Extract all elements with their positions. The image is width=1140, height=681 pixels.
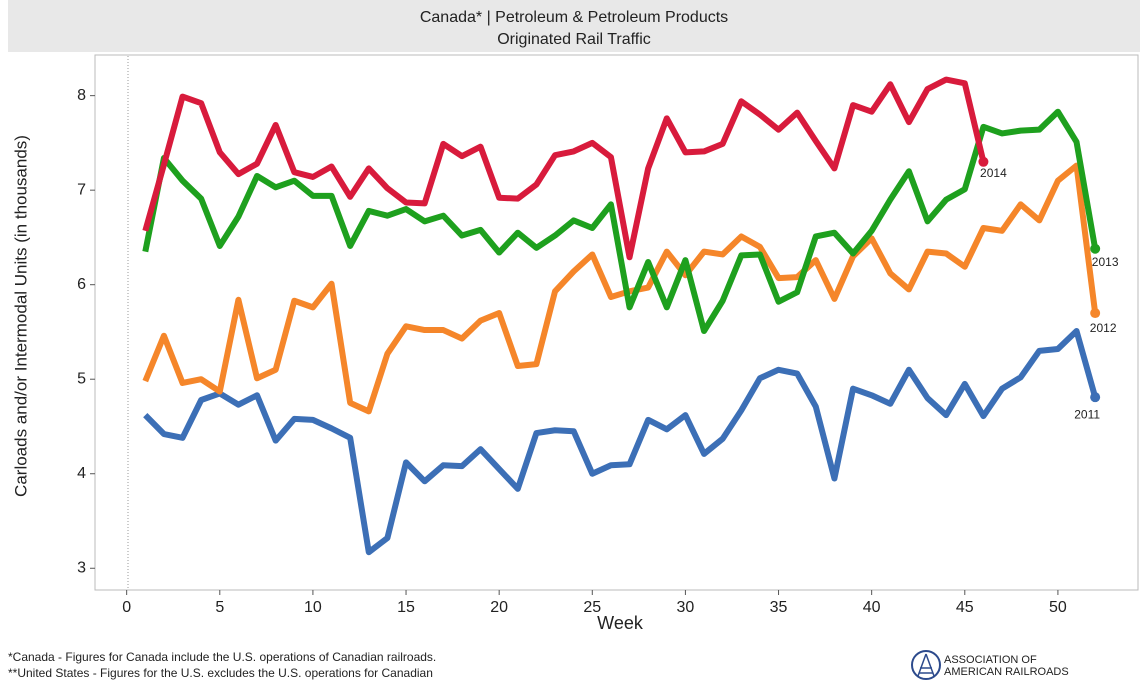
footnote: *Canada - Figures for Canada include the… [8, 650, 436, 664]
series-label: 2012 [1090, 321, 1117, 335]
y-tick-label: 5 [77, 370, 86, 387]
header-band [8, 0, 1140, 52]
x-tick-label: 30 [677, 599, 695, 616]
logo-text: AMERICAN RAILROADS [944, 666, 1069, 678]
series-line [142, 76, 987, 261]
end-point [1090, 243, 1101, 254]
x-tick-label: 40 [863, 599, 881, 616]
series-label: 2011 [1074, 407, 1100, 421]
chart-title: Canada* | Petroleum & Petroleum Products [420, 9, 728, 26]
x-axis-label: Week [597, 613, 644, 633]
logo-icon [917, 653, 935, 677]
x-tick-label: 50 [1049, 599, 1067, 616]
series-line [143, 328, 1099, 556]
end-point [978, 156, 989, 167]
y-tick-label: 8 [77, 87, 86, 104]
y-tick-label: 6 [77, 276, 86, 293]
logo-ring [911, 650, 941, 680]
y-tick-label: 4 [77, 465, 86, 482]
footnote: **United States - Figures for the U.S. e… [8, 666, 433, 680]
end-point [1090, 308, 1101, 319]
y-axis-label: Carloads and/or Intermodal Units (in tho… [11, 135, 30, 497]
x-tick-label: 5 [215, 599, 224, 616]
chart-subtitle: Originated Rail Traffic [497, 31, 651, 48]
x-tick-label: 25 [583, 599, 601, 616]
y-tick-label: 3 [77, 559, 86, 576]
series-label: 2014 [980, 166, 1007, 180]
x-tick-label: 35 [770, 599, 788, 616]
x-tick-label: 10 [304, 599, 322, 616]
x-tick-label: 0 [122, 599, 131, 616]
x-tick-label: 20 [490, 599, 508, 616]
logo: ASSOCIATION OF AMERICAN RAILROADS [911, 650, 1069, 680]
series-label: 2013 [1092, 255, 1119, 269]
plot-frame [94, 54, 1139, 591]
end-point [1090, 392, 1101, 403]
x-tick-label: 45 [956, 599, 974, 616]
y-tick-label: 7 [77, 181, 86, 198]
x-tick-label: 15 [397, 599, 415, 616]
logo-text: ASSOCIATION OF [944, 654, 1037, 666]
series-line [142, 108, 1099, 335]
series-line [142, 162, 1099, 415]
